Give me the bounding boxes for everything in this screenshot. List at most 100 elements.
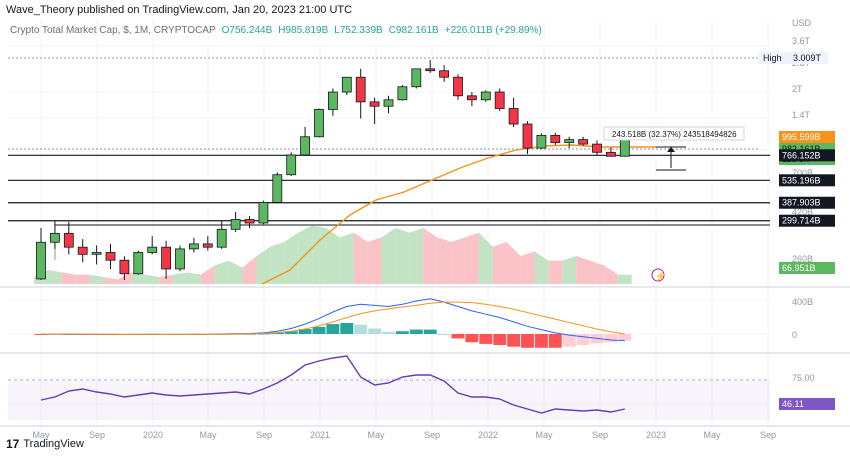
x-axis-label: Sep: [760, 430, 776, 440]
publish-caption: Wave_Theory published on TradingView.com…: [6, 4, 353, 16]
macd-histogram-bar: [562, 334, 576, 347]
level-tag-bg: [779, 214, 835, 227]
rsi-axis-label: 75.00: [792, 373, 815, 383]
macd-histogram-bar: [507, 334, 521, 347]
candle-body: [50, 232, 60, 243]
x-axis-label: 2022: [478, 430, 498, 440]
volume-area: [325, 228, 340, 284]
candle-body: [411, 68, 422, 88]
volume-area: [451, 237, 465, 284]
candle-body: [202, 243, 213, 248]
candle-body: [355, 76, 366, 103]
x-axis-label: May: [32, 430, 50, 440]
volume-area: [89, 274, 104, 284]
x-axis-label: May: [199, 430, 217, 440]
candle-body: [383, 99, 394, 107]
volume-area: [534, 251, 549, 284]
macd-histogram-bar: [576, 334, 590, 345]
macd-histogram-bar: [284, 331, 298, 334]
tradingview-logo-text: TradingView: [23, 438, 84, 450]
candle-body: [369, 101, 380, 107]
macd-histogram-bar: [618, 334, 632, 341]
volume-area: [464, 232, 479, 284]
volume-tag: 66.951B: [782, 263, 816, 273]
high-tag-bg: [758, 52, 828, 64]
candle-body: [216, 228, 227, 248]
volume-area: [492, 242, 507, 284]
macd-histogram-bar: [395, 331, 409, 334]
candle-body: [147, 246, 158, 253]
candle-body: [550, 134, 561, 143]
volume-area: [409, 228, 424, 284]
candle-body: [592, 143, 602, 153]
x-axis-label: Sep: [424, 430, 440, 440]
macd-axis-label: 0: [792, 330, 797, 340]
volume-area: [381, 228, 396, 284]
x-axis-label: Sep: [592, 430, 608, 440]
symbol-part: +226.011B (+29.89%): [445, 25, 542, 36]
candle-body: [397, 86, 408, 101]
candle-body: [508, 108, 519, 125]
candle-body: [494, 91, 505, 109]
candle-body: [105, 252, 116, 261]
macd-histogram-bar: [270, 332, 284, 334]
x-axis-label: May: [703, 430, 721, 440]
x-axis-label: 2021: [310, 430, 330, 440]
volume-area: [478, 232, 493, 284]
candle-body: [188, 243, 199, 250]
candles-layer: [36, 60, 630, 280]
high-tag-label: High: [763, 53, 782, 63]
candle-body: [564, 139, 575, 143]
candle-body: [327, 91, 338, 110]
macd-layer: [34, 298, 632, 348]
macd-histogram-bar: [298, 329, 312, 334]
x-axis-label: Sep: [89, 430, 105, 440]
candle-body: [244, 219, 255, 224]
candle-body: [175, 248, 185, 270]
rsi-band: [8, 380, 770, 420]
high-tag-value: 3.009T: [793, 53, 822, 63]
volume-layer: [34, 225, 632, 284]
candle-body: [119, 259, 130, 275]
macd-histogram-bar: [312, 326, 326, 334]
price-axis-label: 2T: [792, 84, 803, 94]
last-price-tag: 982.161B: [782, 144, 821, 154]
candle-body: [300, 136, 311, 156]
candle-body: [286, 154, 297, 176]
candle-body: [272, 174, 283, 203]
price-axis-label: 700B: [792, 168, 813, 178]
volume-area: [200, 265, 215, 284]
ema-line: [261, 144, 656, 285]
measure-label: 243.518B (32.37%) 243518494826: [612, 130, 737, 139]
macd-histogram-bar: [521, 334, 534, 348]
macd-histogram-bar: [368, 328, 382, 334]
macd-signal-line: [41, 301, 625, 335]
macd-histogram-bar: [604, 334, 618, 343]
volume-area: [159, 274, 174, 284]
candle-body: [91, 252, 102, 255]
tradingview-logo-icon: 17: [6, 437, 20, 451]
candle-body: [425, 68, 436, 72]
price-axis-label: 3.6T: [792, 36, 811, 46]
candle-body: [63, 232, 74, 248]
measure-layer: 243.518B (32.37%) 243518494826 ⚡: [603, 126, 745, 282]
x-axis-label: May: [367, 430, 385, 440]
volume-area: [284, 232, 299, 284]
level-tag-bg: [779, 149, 835, 162]
volume-area: [242, 256, 257, 284]
volume-tag-bg: [779, 262, 835, 274]
x-axis-label: May: [535, 430, 553, 440]
macd-histogram-bar: [534, 334, 548, 348]
tradingview-logo[interactable]: 17 TradingView: [6, 437, 84, 451]
symbol-part: H985.819B: [278, 25, 328, 36]
volume-area: [131, 272, 146, 284]
volume-area: [173, 272, 187, 284]
x-axis-label: 2023: [646, 430, 666, 440]
candle-body: [161, 246, 172, 270]
measure-box: [603, 126, 745, 141]
grid-layer: [0, 20, 850, 428]
volume-area: [145, 274, 160, 284]
level-tag-bg: [779, 196, 835, 209]
level-tag: 387.903B: [782, 198, 821, 208]
